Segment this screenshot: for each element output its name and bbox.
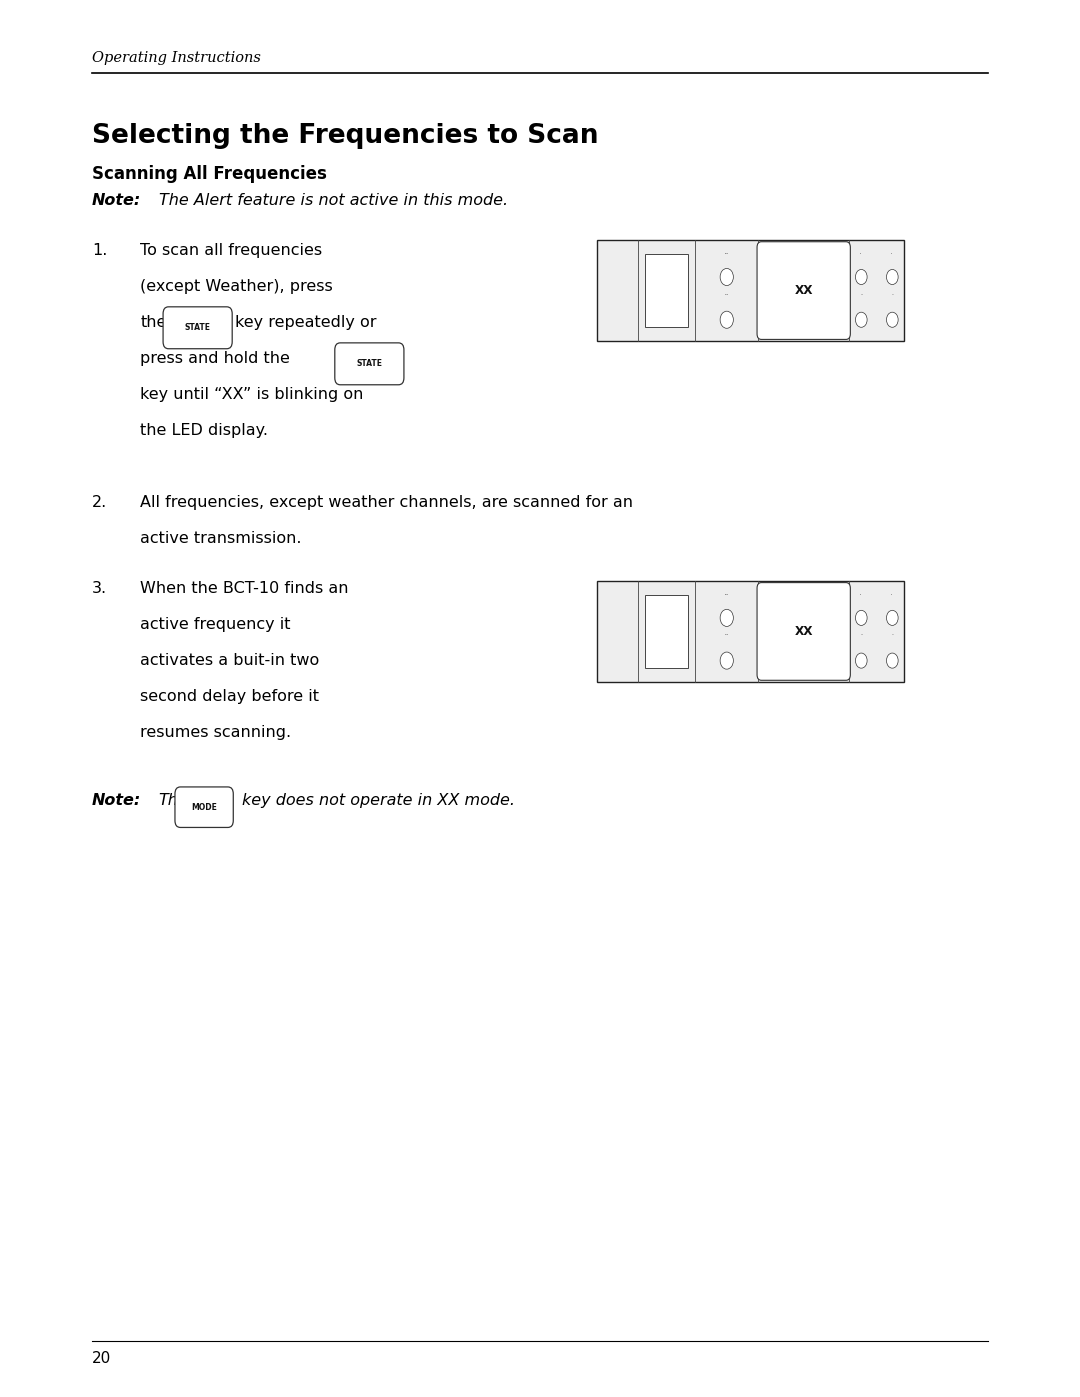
- Text: 3.: 3.: [92, 581, 107, 597]
- Text: resumes scanning.: resumes scanning.: [140, 725, 292, 740]
- Text: the: the: [140, 316, 166, 330]
- Text: (except Weather), press: (except Weather), press: [140, 279, 333, 295]
- Circle shape: [855, 610, 867, 626]
- FancyBboxPatch shape: [757, 242, 850, 339]
- Text: second delay before it: second delay before it: [140, 689, 320, 704]
- Text: All frequencies, except weather channels, are scanned for an: All frequencies, except weather channels…: [140, 495, 633, 510]
- FancyBboxPatch shape: [597, 581, 904, 682]
- Text: Scanning All Frequencies: Scanning All Frequencies: [92, 165, 326, 183]
- FancyBboxPatch shape: [597, 240, 904, 341]
- Text: XX: XX: [795, 624, 813, 638]
- Circle shape: [855, 652, 867, 668]
- FancyBboxPatch shape: [645, 254, 688, 327]
- Text: The Alert feature is not active in this mode.: The Alert feature is not active in this …: [159, 193, 508, 208]
- Circle shape: [887, 312, 899, 327]
- Text: The: The: [159, 793, 189, 809]
- Circle shape: [887, 652, 899, 668]
- Circle shape: [887, 270, 899, 285]
- Text: When the BCT-10 finds an: When the BCT-10 finds an: [140, 581, 349, 597]
- Text: Operating Instructions: Operating Instructions: [92, 50, 260, 66]
- Circle shape: [720, 268, 733, 285]
- Text: active frequency it: active frequency it: [140, 617, 291, 633]
- Text: STATE: STATE: [356, 359, 382, 369]
- FancyBboxPatch shape: [163, 307, 232, 349]
- Circle shape: [887, 610, 899, 626]
- Text: key does not operate in XX mode.: key does not operate in XX mode.: [242, 793, 515, 809]
- FancyBboxPatch shape: [757, 583, 850, 680]
- Text: Selecting the Frequencies to Scan: Selecting the Frequencies to Scan: [92, 123, 598, 149]
- Text: Note:: Note:: [92, 793, 141, 809]
- Text: 20: 20: [92, 1351, 111, 1366]
- Text: XX: XX: [795, 284, 813, 298]
- Text: To scan all frequencies: To scan all frequencies: [140, 243, 323, 258]
- Text: press and hold the: press and hold the: [140, 351, 291, 366]
- Text: MODE: MODE: [191, 803, 217, 812]
- Text: 2.: 2.: [92, 495, 107, 510]
- Circle shape: [720, 312, 733, 328]
- Text: Note:: Note:: [92, 193, 141, 208]
- Circle shape: [855, 270, 867, 285]
- FancyBboxPatch shape: [335, 342, 404, 384]
- FancyBboxPatch shape: [645, 595, 688, 668]
- Text: STATE: STATE: [185, 323, 211, 332]
- FancyBboxPatch shape: [175, 787, 233, 827]
- Circle shape: [720, 609, 733, 626]
- Circle shape: [720, 652, 733, 669]
- Text: key repeatedly or: key repeatedly or: [235, 316, 377, 330]
- Circle shape: [855, 312, 867, 327]
- Text: activates a buit-in two: activates a buit-in two: [140, 654, 320, 668]
- Text: the LED display.: the LED display.: [140, 423, 269, 439]
- Text: active transmission.: active transmission.: [140, 531, 302, 546]
- Text: key until “XX” is blinking on: key until “XX” is blinking on: [140, 387, 364, 402]
- Text: 1.: 1.: [92, 243, 107, 258]
